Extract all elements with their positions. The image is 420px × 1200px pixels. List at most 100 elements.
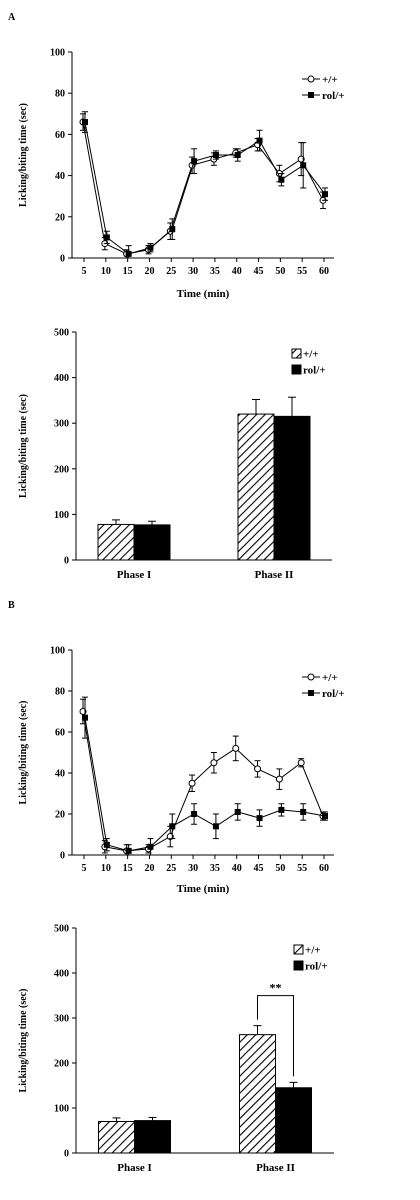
legend-swatch-wt [293,944,304,955]
series-line-0 [82,121,324,255]
data-point-rol [82,119,88,126]
data-point-rol [103,234,110,241]
legend-marker-wt [307,673,315,681]
x-tick-label: 20 [144,863,154,874]
data-point-rol [191,158,198,165]
y-tick-label: 60 [55,728,65,739]
bar-wt [98,1121,135,1154]
y-tick-label: 20 [55,212,65,223]
data-point-rol [256,815,263,822]
panel-label-b: B [8,600,15,611]
y-tick-label: 400 [54,969,69,980]
bar-rol [273,415,311,561]
data-point-wt [297,759,305,767]
legend-label: rol/+ [305,961,328,973]
data-point-rol [234,808,241,815]
data-point-rol [322,191,328,198]
y-tick-label: 40 [55,769,65,780]
category-label: Phase II [255,569,294,581]
bar-rol [275,1087,312,1154]
y-axis-label: Licking/biting time (sec) [18,701,29,805]
legend-label: +/+ [322,672,338,684]
data-point-rol [147,244,154,251]
y-tick-label: 300 [54,419,69,430]
data-point-rol [125,847,132,854]
data-point-rol [125,250,132,257]
y-tick-label: 500 [54,924,69,935]
x-tick-label: 10 [101,266,111,277]
x-tick-label: 35 [210,266,220,277]
x-tick-label: 25 [166,266,176,277]
x-tick-label: 35 [210,863,220,874]
significance-marker: ** [270,981,282,995]
y-tick-label: 0 [64,1149,69,1160]
y-tick-label: 40 [55,171,65,182]
y-axis-label: Licking/biting time (sec) [18,989,29,1093]
legend-swatch-rol [293,960,304,971]
y-tick-label: 0 [60,254,65,265]
x-tick-label: 55 [297,266,307,277]
data-point-rol [103,841,110,848]
x-tick-label: 60 [319,266,329,277]
data-point-rol [300,808,307,815]
legend-swatch-rol [291,364,302,375]
x-tick-label: 45 [254,266,264,277]
data-point-rol [212,823,219,830]
bar-wt [239,1034,276,1154]
y-tick-label: 400 [54,373,69,384]
y-tick-label: 500 [54,328,69,339]
x-tick-label: 30 [188,863,198,874]
data-point-rol [322,813,328,820]
y-tick-label: 100 [54,1104,69,1115]
data-point-rol [212,152,219,158]
x-axis-label: Time (min) [177,883,230,895]
y-tick-label: 80 [55,687,65,698]
legend-label: +/+ [303,349,319,361]
bar-rol [133,524,171,561]
panel-label-a: A [8,12,16,23]
x-tick-label: 40 [232,266,242,277]
legend-label: rol/+ [303,365,326,377]
x-tick-label: 50 [275,863,285,874]
data-point-rol [191,811,198,817]
legend-swatch-wt [291,348,302,359]
y-axis-label: Licking/biting time (sec) [18,103,29,207]
data-point-rol [256,137,263,144]
y-tick-label: 100 [50,48,65,59]
series-line-1 [84,121,326,255]
legend-marker-rol [308,92,314,98]
y-tick-label: 80 [55,89,65,100]
bar-rol [134,1120,171,1154]
y-tick-label: 200 [54,464,69,475]
x-tick-label: 55 [297,863,307,874]
x-tick-label: 30 [188,266,198,277]
y-axis-label: Licking/biting time (sec) [18,394,29,498]
y-tick-label: 100 [54,510,69,521]
data-point-rol [278,806,285,813]
data-point-wt [275,775,283,783]
data-point-wt [254,765,262,773]
data-point-rol [147,843,154,850]
category-label: Phase I [117,1162,152,1174]
x-axis-label: Time (min) [177,288,230,300]
data-point-wt [188,779,196,787]
x-tick-label: 45 [254,863,264,874]
bar-wt [97,523,135,561]
category-label: Phase II [256,1162,295,1174]
y-tick-label: 300 [54,1014,69,1025]
bar-wt [237,413,275,561]
y-tick-label: 200 [54,1059,69,1070]
x-tick-label: 40 [232,863,242,874]
x-tick-label: 60 [319,863,329,874]
x-tick-label: 20 [144,266,154,277]
data-point-rol [169,226,176,233]
y-tick-label: 100 [50,646,65,657]
data-point-rol [234,152,241,158]
data-point-rol [169,823,176,830]
x-tick-label: 25 [166,863,176,874]
legend-label: rol/+ [322,688,345,700]
data-point-rol [82,714,88,721]
legend-label: rol/+ [322,90,345,102]
legend-label: +/+ [305,945,321,957]
